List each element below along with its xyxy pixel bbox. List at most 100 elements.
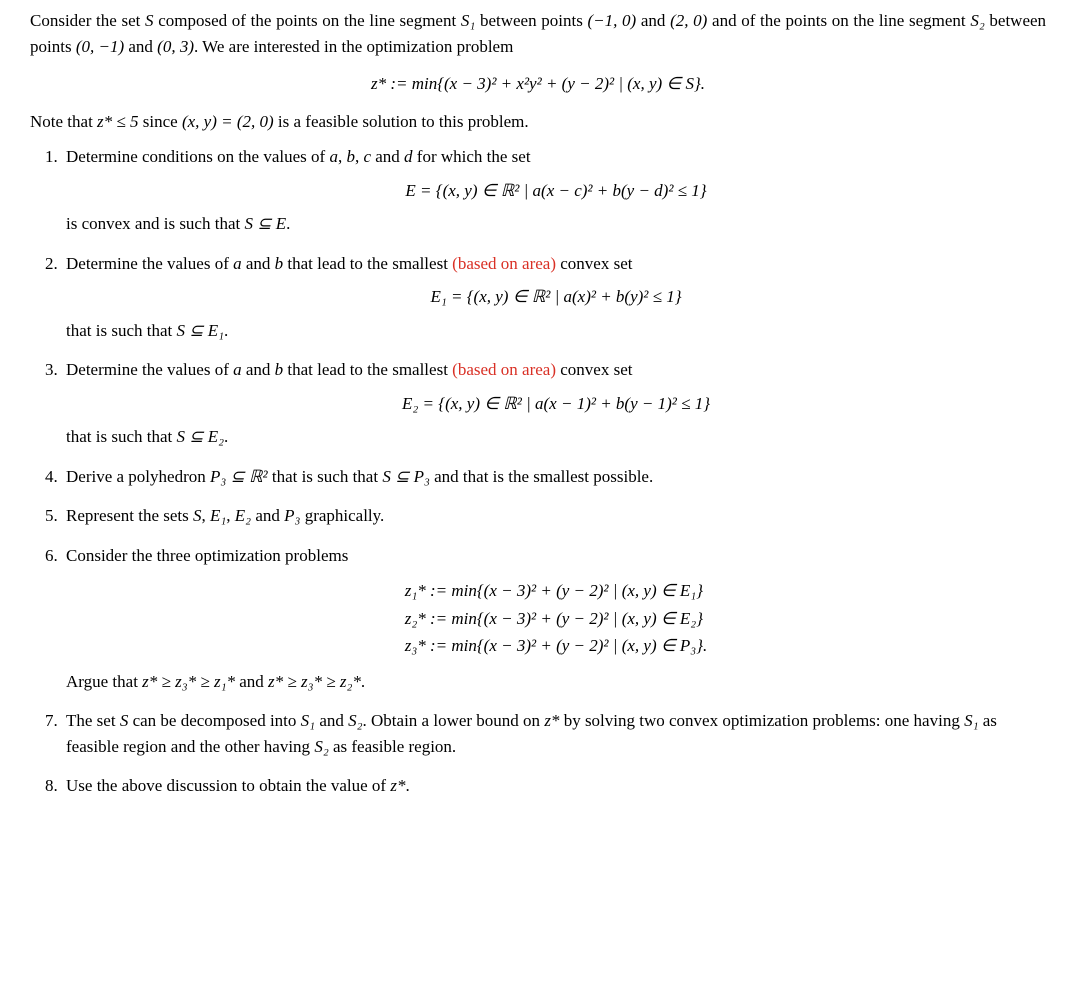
- text: Note that: [30, 112, 97, 131]
- math: z* := min{(x − 3)² + x²y² + (y − 2)² | (…: [371, 74, 705, 93]
- question-5: Represent the sets S, E₁, E₂ and P₃ grap…: [62, 503, 1046, 529]
- text: that is such that: [268, 467, 383, 486]
- text: Consider the set: [30, 11, 145, 30]
- math-rel: S ⊆ E: [244, 214, 286, 233]
- equation-E2: E₂ = {(x, y) ∈ ℝ² | a(x − 1)² + b(y − 1)…: [66, 391, 1046, 417]
- text: Determine conditions on the values of: [66, 147, 329, 166]
- var-d: d: [404, 147, 413, 166]
- var-b: b: [275, 254, 284, 273]
- math-S1: S₁: [461, 11, 475, 30]
- question-4: Derive a polyhedron P₃ ⊆ ℝ² that is such…: [62, 464, 1046, 490]
- text: for which the set: [413, 147, 531, 166]
- equation-group-z: z₁* := min{(x − 3)² + (y − 2)² | (x, y) …: [66, 576, 1046, 661]
- question-list: Determine conditions on the values of a,…: [30, 144, 1046, 799]
- text: and that is the smallest possible.: [430, 467, 653, 486]
- math-P3: P₃: [284, 506, 300, 525]
- question-3: Determine the values of a and b that lea…: [62, 357, 1046, 450]
- math-S: S: [193, 506, 202, 525]
- equation-E: E = {(x, y) ∈ ℝ² | a(x − c)² + b(y − d)²…: [66, 178, 1046, 204]
- q2-tail: that is such that S ⊆ E₁.: [66, 318, 1046, 344]
- math-zstar: z*: [544, 711, 559, 730]
- math-pt1: (−1, 0): [588, 11, 637, 30]
- text: . We are interested in the optimization …: [194, 37, 513, 56]
- text: and: [315, 711, 348, 730]
- text: and: [242, 360, 275, 379]
- intro-paragraph: Consider the set S composed of the point…: [30, 8, 1046, 59]
- text: Determine the values of: [66, 254, 233, 273]
- highlight-area: (based on area): [452, 360, 556, 379]
- text: .: [361, 672, 365, 691]
- text: ,: [226, 506, 235, 525]
- text: that lead to the smallest: [283, 254, 452, 273]
- text: that lead to the smallest: [283, 360, 452, 379]
- math: E₁ = {(x, y) ∈ ℝ² | a(x)² + b(y)² ≤ 1}: [430, 287, 681, 306]
- math-S1: S₁: [301, 711, 315, 730]
- text: graphically.: [300, 506, 384, 525]
- math-rel2: z* ≥ z₃* ≥ z₂*: [268, 672, 361, 691]
- math-E2: E₂: [235, 506, 251, 525]
- eq-z3: z₃* := min{(x − 3)² + (y − 2)² | (x, y) …: [405, 633, 708, 659]
- question-2: Determine the values of a and b that lea…: [62, 251, 1046, 344]
- math-S2b: S₂: [314, 737, 328, 756]
- eq-z1: z₁* := min{(x − 3)² + (y − 2)² | (x, y) …: [405, 578, 708, 604]
- text: .: [224, 321, 228, 340]
- q6-tail: Argue that z* ≥ z₃* ≥ z₁* and z* ≥ z₃* ≥…: [66, 669, 1046, 695]
- text: and: [636, 11, 670, 30]
- var-c: c: [363, 147, 371, 166]
- text: Represent the sets: [66, 506, 193, 525]
- text: is convex and is such that: [66, 214, 244, 233]
- var-b: b: [275, 360, 284, 379]
- highlight-area: (based on area): [452, 254, 556, 273]
- var-b: b: [346, 147, 355, 166]
- text: Derive a polyhedron: [66, 467, 210, 486]
- eq-z2: z₂* := min{(x − 3)² + (y − 2)² | (x, y) …: [405, 606, 708, 632]
- text: and: [371, 147, 404, 166]
- text: since: [139, 112, 182, 131]
- math-rel: S ⊆ P₃: [382, 467, 430, 486]
- var-a: a: [233, 254, 242, 273]
- math-rel1: z* ≥ z₃* ≥ z₁*: [142, 672, 235, 691]
- text: can be decomposed into: [128, 711, 300, 730]
- text: Determine the values of: [66, 360, 233, 379]
- text: by solving two convex optimization probl…: [559, 711, 964, 730]
- equation-zstar: z* := min{(x − 3)² + x²y² + (y − 2)² | (…: [30, 71, 1046, 97]
- text: and: [242, 254, 275, 273]
- math: E = {(x, y) ∈ ℝ² | a(x − c)² + b(y − d)²…: [405, 181, 706, 200]
- text: and: [235, 672, 268, 691]
- text: . Obtain a lower bound on: [363, 711, 545, 730]
- math-E1: E₁: [210, 506, 226, 525]
- math-P3: P₃ ⊆ ℝ²: [210, 467, 268, 486]
- math-pt3: (0, −1): [76, 37, 124, 56]
- var-a: a: [329, 147, 338, 166]
- text: Use the above discussion to obtain the v…: [66, 776, 390, 795]
- text: and: [251, 506, 284, 525]
- math-S1b: S₁: [964, 711, 978, 730]
- question-7: The set S can be decomposed into S₁ and …: [62, 708, 1046, 759]
- text: and of the points on the line segment: [707, 11, 970, 30]
- question-8: Use the above discussion to obtain the v…: [62, 773, 1046, 799]
- math-pt2: (2, 0): [670, 11, 707, 30]
- math-rel: S ⊆ E₁: [176, 321, 224, 340]
- text: convex set: [556, 254, 632, 273]
- question-6: Consider the three optimization problems…: [62, 543, 1046, 695]
- math: E₂ = {(x, y) ∈ ℝ² | a(x − 1)² + b(y − 1)…: [402, 394, 710, 413]
- text: .: [286, 214, 290, 233]
- text: that is such that: [66, 427, 176, 446]
- math-S2: S₂: [348, 711, 362, 730]
- math-S2: S₂: [970, 11, 984, 30]
- q1-tail: is convex and is such that S ⊆ E.: [66, 211, 1046, 237]
- text: composed of the points on the line segme…: [154, 11, 461, 30]
- text: convex set: [556, 360, 632, 379]
- text: that is such that: [66, 321, 176, 340]
- question-1: Determine conditions on the values of a,…: [62, 144, 1046, 237]
- text: is a feasible solution to this problem.: [274, 112, 529, 131]
- note-paragraph: Note that z* ≤ 5 since (x, y) = (2, 0) i…: [30, 109, 1046, 135]
- math-feasible: (x, y) = (2, 0): [182, 112, 274, 131]
- text: between points: [475, 11, 587, 30]
- text: .: [224, 427, 228, 446]
- text: Argue that: [66, 672, 142, 691]
- text: and: [124, 37, 157, 56]
- text: Consider the three optimization problems: [66, 546, 348, 565]
- math-rel: S ⊆ E₂: [176, 427, 224, 446]
- text: .: [405, 776, 409, 795]
